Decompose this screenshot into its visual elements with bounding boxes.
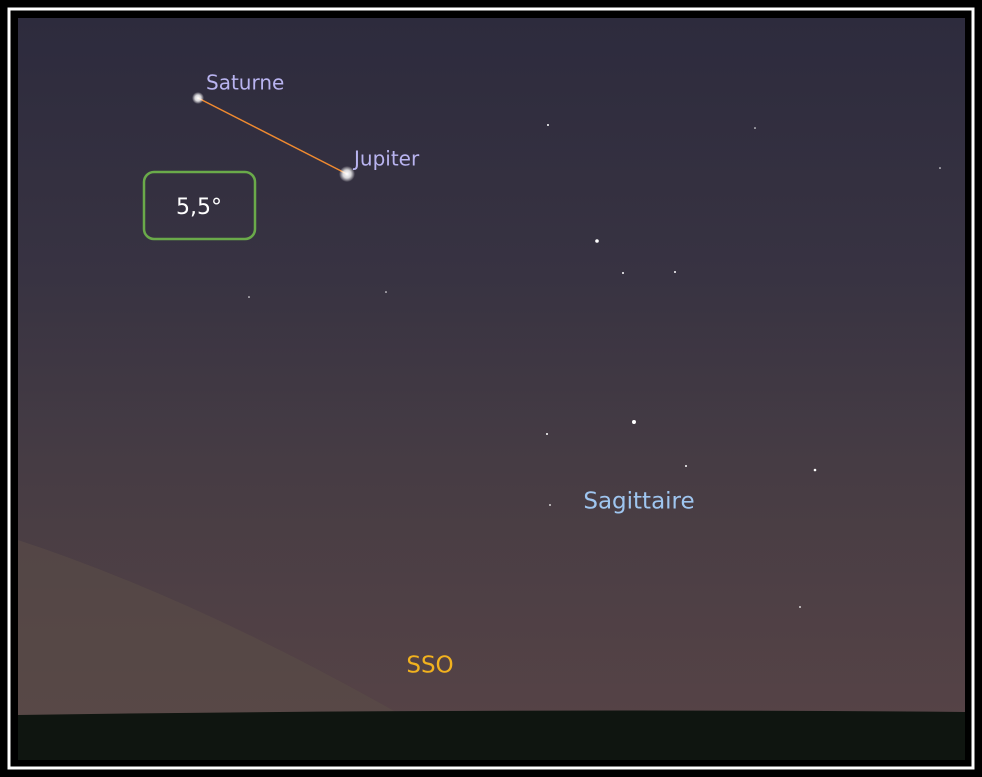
saturn [192,92,204,104]
star [549,504,551,506]
star [546,433,548,435]
star [754,127,756,129]
star [632,420,636,424]
frame [7,7,975,770]
separation-label: 5,5° [176,195,222,220]
stars [248,124,941,608]
star [547,124,549,126]
star [799,606,801,608]
star [685,465,687,467]
planet-label: Saturne [206,71,284,95]
star [385,291,387,293]
star [248,296,250,298]
star [939,167,941,169]
star [595,239,599,243]
separation-line [197,97,348,175]
direction-label: SSO [406,653,453,679]
haze [18,540,410,720]
jupiter [339,166,355,182]
star [622,272,624,274]
planet-label: Jupiter [352,147,420,171]
ground [18,710,965,760]
star [813,468,817,472]
separation-box [142,170,257,241]
constellation-label: Sagittaire [583,489,694,515]
star [674,271,676,273]
